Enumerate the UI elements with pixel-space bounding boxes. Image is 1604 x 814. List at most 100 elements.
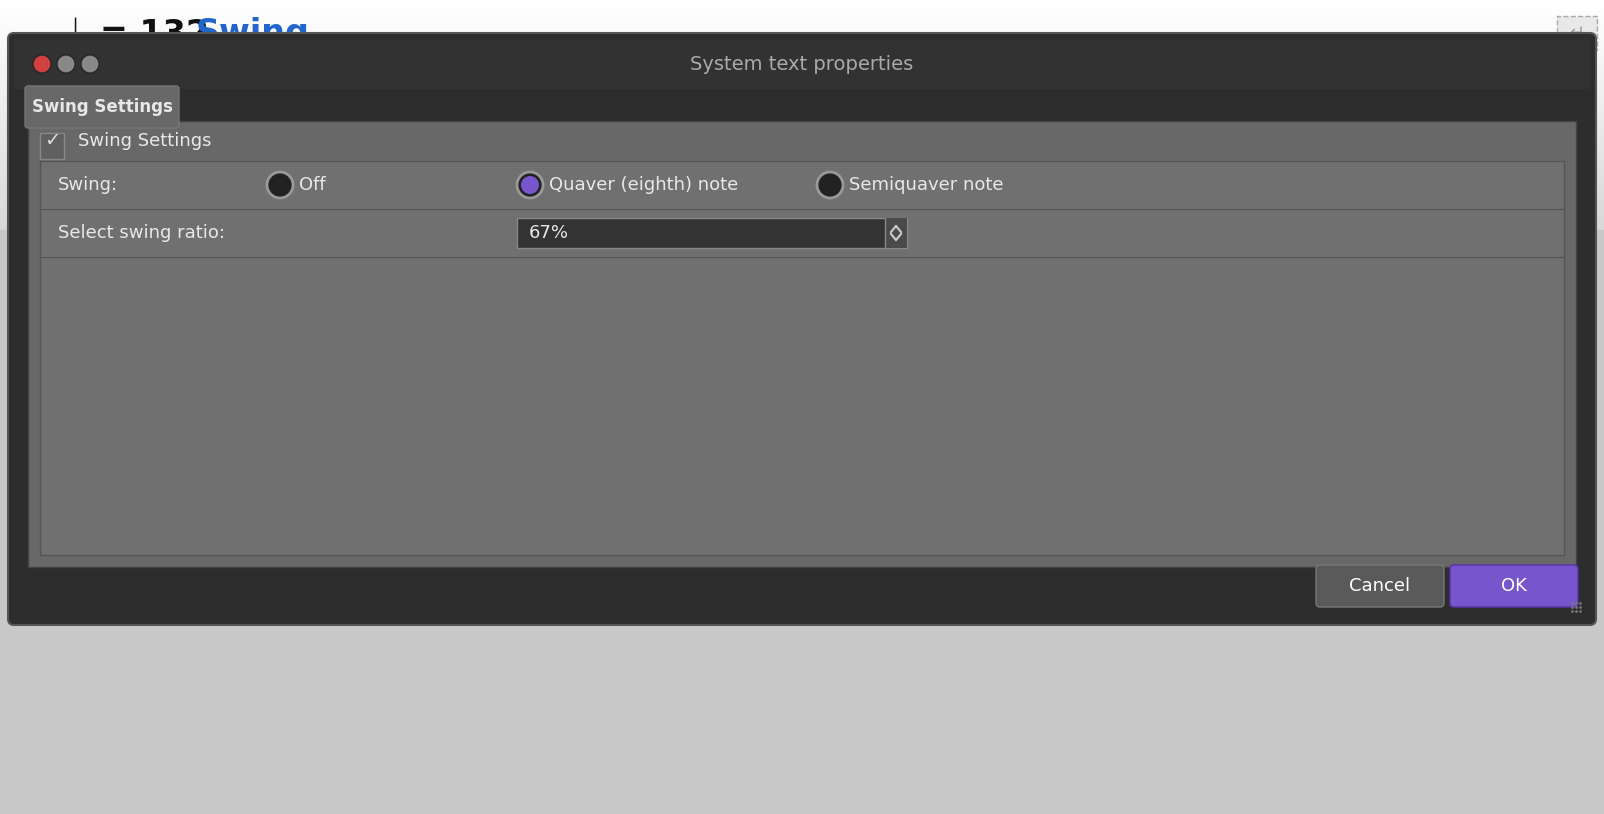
Bar (0, 50, 1604, 58)
Bar (0, 62, 1604, 69)
Circle shape (58, 55, 75, 73)
Bar (0, 33, 1604, 40)
FancyBboxPatch shape (40, 133, 64, 159)
Bar (0, 16, 1604, 23)
Bar (0, 217, 1604, 224)
FancyBboxPatch shape (40, 161, 1564, 555)
Text: System text properties: System text properties (690, 55, 914, 73)
Circle shape (34, 55, 51, 73)
Text: Swing Settings: Swing Settings (32, 98, 173, 116)
FancyBboxPatch shape (1557, 16, 1598, 50)
Text: 2: 2 (802, 87, 810, 100)
Bar (0, 137, 1604, 144)
Bar (0, 0, 1604, 6)
Bar (0, 148, 1604, 155)
Bar (0, 120, 1604, 126)
Bar (0, 183, 1604, 190)
Bar (0, 68, 1604, 75)
Bar (0, 91, 1604, 98)
Text: 4: 4 (765, 87, 773, 100)
FancyBboxPatch shape (8, 33, 1596, 625)
Text: 4: 4 (96, 87, 104, 100)
Circle shape (80, 55, 99, 73)
Text: Quaver (eighth) note: Quaver (eighth) note (549, 176, 738, 194)
Text: 0: 0 (1124, 112, 1132, 125)
FancyBboxPatch shape (27, 121, 1577, 567)
Text: 3: 3 (261, 112, 269, 125)
FancyBboxPatch shape (516, 218, 906, 248)
Text: 2: 2 (337, 103, 343, 116)
Bar (0, 172, 1604, 178)
Text: A: A (38, 109, 50, 123)
Text: 3: 3 (849, 112, 857, 125)
Bar (885, 218, 906, 248)
Text: Off: Off (298, 176, 326, 194)
Bar (0, 142, 1604, 150)
Text: 2: 2 (435, 87, 443, 100)
Bar (0, 166, 1604, 173)
Text: 0: 0 (541, 112, 549, 125)
Circle shape (266, 172, 294, 198)
Text: ↵: ↵ (1569, 24, 1585, 42)
Bar (0, 212, 1604, 218)
Bar (0, 39, 1604, 46)
Bar (0, 56, 1604, 63)
Bar (0, 108, 1604, 115)
Text: OK: OK (1501, 577, 1527, 595)
Text: Select swing ratio:: Select swing ratio: (58, 224, 225, 242)
Bar (0, 85, 1604, 92)
Text: 2: 2 (1091, 112, 1099, 125)
Text: ♩: ♩ (64, 17, 80, 51)
Bar (0, 131, 1604, 138)
Circle shape (521, 176, 539, 194)
Bar (14, 39, 1590, 89)
Text: 4: 4 (683, 87, 691, 100)
Bar (0, 189, 1604, 195)
Text: Semiquaver note: Semiquaver note (849, 176, 1004, 194)
Text: ✓: ✓ (43, 132, 61, 151)
Bar (0, 114, 1604, 120)
Text: 4: 4 (977, 87, 983, 100)
Bar (0, 97, 1604, 103)
Text: B: B (38, 127, 50, 141)
Bar (0, 80, 1604, 86)
Text: 4: 4 (181, 87, 189, 100)
Text: 0: 0 (512, 112, 520, 125)
FancyBboxPatch shape (1315, 565, 1444, 607)
Text: = 132: = 132 (99, 17, 209, 50)
Bar (0, 125, 1604, 132)
Bar (0, 177, 1604, 184)
Bar (0, 22, 1604, 28)
Text: Cancel: Cancel (1349, 577, 1410, 595)
Text: 67%: 67% (529, 224, 569, 242)
Text: Swing Settings: Swing Settings (79, 132, 212, 150)
FancyBboxPatch shape (1450, 565, 1578, 607)
Text: 3: 3 (1054, 112, 1062, 125)
Circle shape (816, 172, 844, 198)
Text: 4: 4 (50, 86, 66, 106)
Text: Swing: Swing (196, 17, 310, 50)
Text: 2: 2 (924, 103, 932, 116)
Text: 4: 4 (140, 87, 148, 100)
Circle shape (516, 172, 544, 198)
Text: 0: 0 (1156, 112, 1165, 125)
Bar (0, 103, 1604, 109)
Text: 4: 4 (396, 87, 404, 100)
Text: Swing:: Swing: (58, 176, 119, 194)
Bar (0, 28, 1604, 34)
Text: 4: 4 (302, 103, 310, 116)
Text: T: T (38, 87, 48, 101)
Bar (0, 206, 1604, 212)
Text: 0: 0 (576, 112, 584, 125)
Bar (0, 154, 1604, 161)
Bar (0, 160, 1604, 167)
Text: 3: 3 (480, 112, 488, 125)
FancyBboxPatch shape (26, 86, 180, 128)
Bar (0, 200, 1604, 207)
Bar (0, 74, 1604, 81)
Bar (0, 5, 1604, 11)
Bar (0, 11, 1604, 17)
Text: 4: 4 (50, 114, 66, 134)
Bar (0, 223, 1604, 230)
Text: 4: 4 (723, 87, 731, 100)
